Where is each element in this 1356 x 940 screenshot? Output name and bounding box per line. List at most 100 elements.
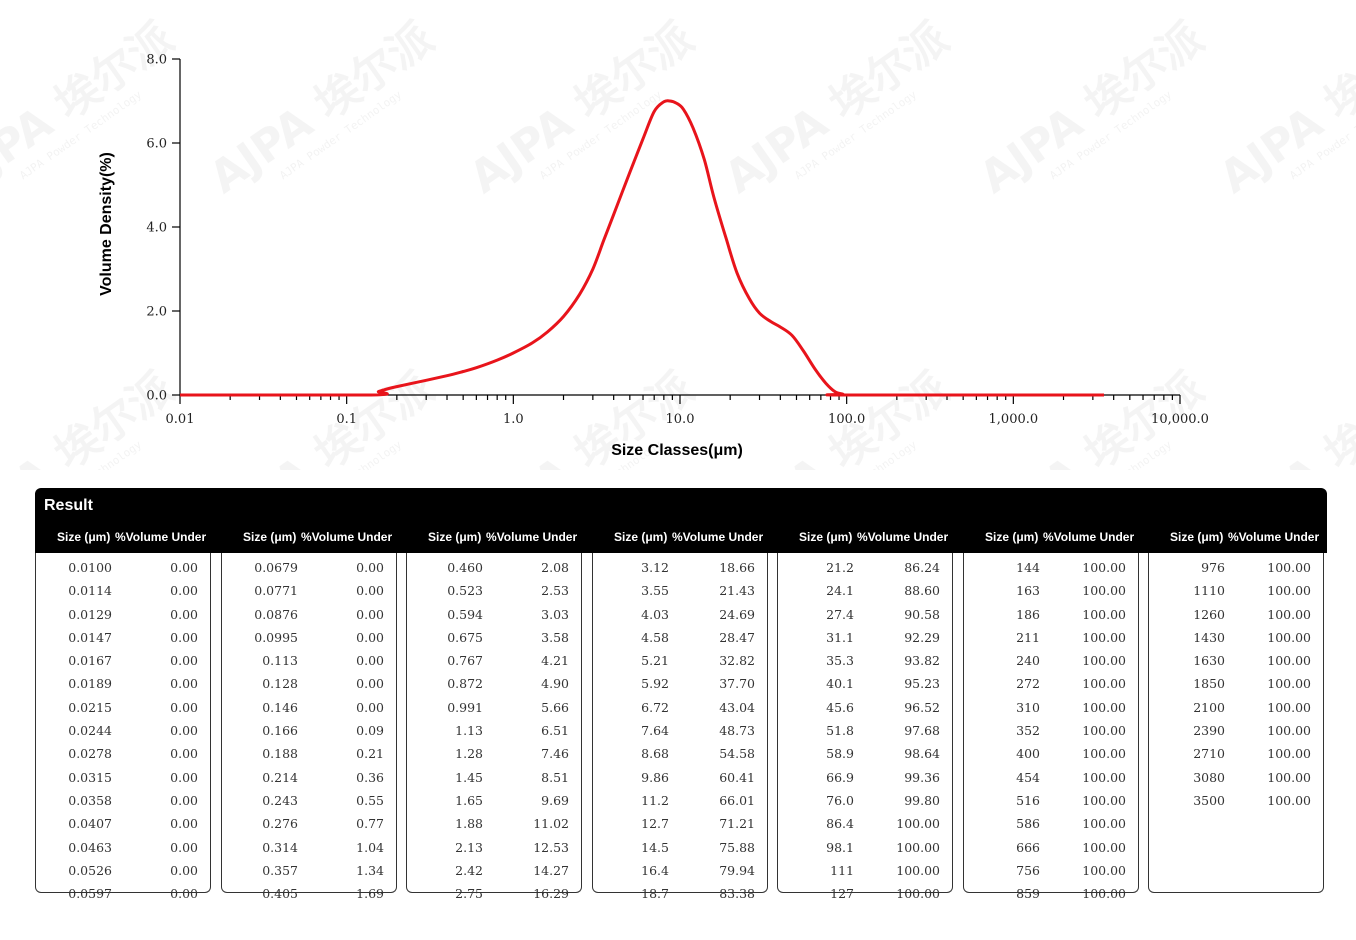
size-value: 1430 [1193,629,1225,645]
table-row: 586 100.00 [964,812,1138,835]
table-row: 14.5 75.88 [593,836,767,859]
x-tick-label: 10,000.0 [1151,412,1209,427]
volume-under-value: 0.00 [170,653,198,669]
table-row: 1850 100.00 [1149,672,1323,695]
table-row: 1.28 7.46 [407,742,581,765]
y-axis-title: Volume Density(%) [98,152,115,296]
volume-under-value: 100.00 [1082,629,1126,645]
volume-under-value: 100.00 [896,862,940,878]
volume-under-value: 100.00 [1267,583,1311,599]
result-column-panel: 3.12 18.66 3.55 21.43 4.03 24.69 4.58 28.47 5.21… [592,553,768,901]
table-row: 111 100.00 [778,859,952,882]
volume-under-value: 0.00 [356,560,384,575]
table-row: 127 100.00 [778,882,952,905]
size-value: 18.7 [641,886,669,902]
volume-under-value: 100.00 [1267,746,1311,762]
volume-under-value: 71.21 [719,816,755,832]
table-row: 0.0278 0.00 [36,742,210,765]
size-value: 0.188 [262,746,298,762]
volume-column-header: %Volume Under [857,530,949,544]
volume-under-value: 100.00 [1267,560,1311,575]
volume-under-value: 0.00 [356,653,384,669]
table-row: 0.0771 0.00 [222,579,396,602]
size-value: 3500 [1193,792,1225,808]
size-value: 516 [1016,792,1040,808]
table-row: 0.0244 0.00 [36,719,210,742]
size-value: 0.0129 [68,606,112,622]
volume-under-value: 100.00 [1267,676,1311,692]
table-row: 0.0679 0.00 [222,556,396,579]
result-column-panel: 0.0100 0.00 0.0114 0.00 0.0129 0.00 0.0147 0.00… [35,553,211,901]
volume-under-value: 100.00 [1082,769,1126,785]
volume-under-value: 0.36 [356,769,384,785]
size-value: 0.0315 [68,769,112,785]
size-value: 0.0407 [68,816,112,832]
size-value: 1850 [1193,676,1225,692]
size-value: 24.1 [826,583,854,599]
table-row: 3.12 18.66 [593,556,767,579]
size-value: 27.4 [826,606,854,622]
size-value: 2390 [1193,723,1225,739]
table-row: 0.314 1.04 [222,836,396,859]
result-column-panel: 0.0679 0.00 0.0771 0.00 0.0876 0.00 0.0995 0.00… [221,553,397,901]
volume-under-value: 0.00 [170,723,198,739]
size-value: 76.0 [826,792,854,808]
volume-under-value: 100.00 [896,816,940,832]
size-value: 0.0114 [68,583,112,599]
table-row: 516 100.00 [964,789,1138,812]
volume-under-value: 48.73 [719,723,755,739]
volume-under-value: 16.29 [533,886,569,902]
size-value: 0.0358 [68,792,112,808]
table-row: 0.594 3.03 [407,603,581,626]
volume-under-value: 1.69 [356,886,384,902]
volume-under-value: 100.00 [896,886,940,902]
size-value: 0.113 [262,653,298,669]
table-row: 211 100.00 [964,626,1138,649]
table-row: 2710 100.00 [1149,742,1323,765]
table-row: 0.0167 0.00 [36,649,210,672]
volume-under-value: 4.21 [541,653,569,669]
table-row: 76.0 99.80 [778,789,952,812]
table-row: 272 100.00 [964,672,1138,695]
volume-under-value: 93.82 [904,653,940,669]
size-value: 0.214 [262,769,298,785]
volume-under-value: 24.69 [719,606,755,622]
table-row: 45.6 96.52 [778,696,952,719]
size-column-header: Size (μm) [985,530,1039,544]
table-row: 66.9 99.36 [778,766,952,789]
x-tick-label: 0.1 [336,412,357,427]
volume-under-value: 100.00 [1082,699,1126,715]
size-value: 0.0679 [254,560,298,575]
table-row: 58.9 98.64 [778,742,952,765]
volume-under-value: 90.58 [904,606,940,622]
table-row: 2.13 12.53 [407,836,581,859]
size-value: 31.1 [826,629,854,645]
volume-under-value: 100.00 [1082,839,1126,855]
table-row: 0.0189 0.00 [36,672,210,695]
size-value: 21.2 [826,560,854,575]
volume-under-value: 2.08 [541,560,569,575]
table-row: 1630 100.00 [1149,649,1323,672]
table-row: 31.1 92.29 [778,626,952,649]
table-row: 0.0114 0.00 [36,579,210,602]
table-row: 1110 100.00 [1149,579,1323,602]
size-value: 352 [1016,723,1040,739]
size-value: 0.0995 [254,629,298,645]
table-row: 7.64 48.73 [593,719,767,742]
svg-text:AJPA 埃尔派: AJPA 埃尔派 [0,363,183,470]
table-row: 0.0463 0.00 [36,836,210,859]
size-value: 756 [1016,862,1040,878]
result-column-panel: 144 100.00 163 100.00 186 100.00 211 100.00 240 1… [963,553,1139,901]
size-value: 0.0597 [68,886,112,902]
volume-under-value: 100.00 [1267,792,1311,808]
size-value: 0.276 [262,816,298,832]
size-value: 1.45 [455,769,483,785]
svg-text:AJPA 埃尔派: AJPA 埃尔派 [1211,13,1356,204]
y-tick-label: 0.0 [146,389,167,404]
volume-under-value: 0.00 [356,699,384,715]
size-value: 98.1 [826,839,854,855]
size-value: 35.3 [826,653,854,669]
volume-under-value: 100.00 [1082,886,1126,902]
